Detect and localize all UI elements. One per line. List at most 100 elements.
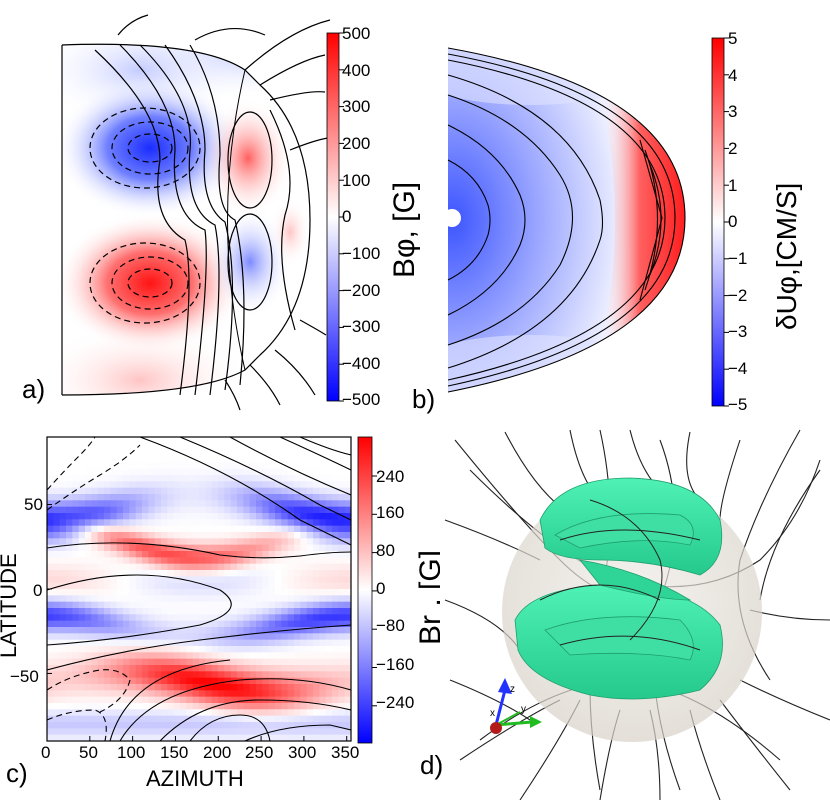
c-heatmap-cell <box>129 481 137 489</box>
c-heatmap-cell <box>91 589 99 596</box>
c-heatmap-cell <box>268 538 276 546</box>
c-heatmap-cell <box>59 671 67 679</box>
c-heatmap-cell <box>344 437 351 444</box>
c-heatmap-cell <box>97 684 105 691</box>
c-heatmap-cell <box>287 500 295 508</box>
c-cbar-tick: −80 <box>376 616 405 635</box>
c-heatmap-cell <box>186 576 194 584</box>
c-heatmap-cell <box>85 671 92 679</box>
c-heatmap-cell <box>161 570 168 577</box>
c-heatmap-cell <box>211 627 219 634</box>
c-heatmap-cell <box>294 658 301 666</box>
c-heatmap-cell <box>53 652 61 660</box>
c-heatmap-cell <box>199 513 206 520</box>
c-heatmap-cell <box>325 690 333 698</box>
c-heatmap-cell <box>116 481 124 489</box>
c-heatmap-cell <box>338 646 346 653</box>
c-heatmap-cell <box>116 557 124 565</box>
c-heatmap-cell <box>154 551 162 558</box>
c-heatmap-cell <box>249 481 257 489</box>
c-heatmap-cell <box>129 532 137 539</box>
c-heatmap-cell <box>275 500 282 508</box>
c-heatmap-cell <box>243 437 251 444</box>
c-heatmap-cell <box>142 601 149 609</box>
c-heatmap-cell <box>104 544 111 552</box>
c-heatmap-cell <box>230 589 238 596</box>
c-heatmap-cell <box>78 684 86 691</box>
c-heatmap-cell <box>59 551 67 558</box>
c-heatmap-cell <box>287 532 295 539</box>
c-heatmap-cell <box>218 570 225 577</box>
c-heatmap-cell <box>66 665 73 672</box>
c-heatmap-cell <box>205 443 213 451</box>
c-heatmap-cell <box>173 627 181 634</box>
c-heatmap-cell <box>97 589 105 596</box>
c-heatmap-cell <box>186 703 194 710</box>
c-heatmap-cell <box>53 481 61 489</box>
c-heatmap-cell <box>167 576 175 584</box>
c-heatmap-cell <box>167 608 175 615</box>
c-heatmap-cell <box>262 620 270 628</box>
c-heatmap-cell <box>85 538 92 546</box>
c-heatmap-cell <box>268 557 276 565</box>
c-heatmap-cell <box>249 608 257 615</box>
c-heatmap-cell <box>325 696 333 704</box>
c-heatmap-cell <box>78 538 86 546</box>
a-cbar-tick: 100 <box>342 171 370 190</box>
c-heatmap-cell <box>205 532 213 539</box>
c-heatmap-cell <box>306 614 314 622</box>
c-heatmap-cell <box>237 639 244 647</box>
c-heatmap-cell <box>66 690 73 698</box>
c-heatmap-cell <box>66 481 73 489</box>
c-heatmap-cell <box>344 563 351 571</box>
c-heatmap-cell <box>116 608 124 615</box>
c-heatmap-cell <box>243 722 251 729</box>
c-heatmap-cell <box>66 532 73 539</box>
c-heatmap-cell <box>142 437 149 444</box>
c-heatmap-cell <box>154 703 162 710</box>
c-heatmap-cell <box>161 456 168 463</box>
panel-b-tag: b) <box>412 384 435 414</box>
c-heatmap-cell <box>161 595 168 603</box>
c-heatmap-cell <box>129 589 137 596</box>
c-heatmap-cell <box>237 728 244 736</box>
c-heatmap-cell <box>104 525 111 533</box>
c-heatmap-cell <box>97 614 105 622</box>
panel-c-tag: c) <box>6 758 28 788</box>
c-heatmap-cell <box>78 589 86 596</box>
c-heatmap-cell <box>230 570 238 577</box>
c-heatmap-cell <box>256 538 263 546</box>
c-heatmap-cell <box>224 525 232 533</box>
c-heatmap-cell <box>325 595 333 603</box>
c-heatmap-cell <box>161 525 168 533</box>
c-heatmap-cell <box>97 677 105 685</box>
c-heatmap-cell <box>332 709 339 717</box>
c-heatmap-cell <box>268 449 276 457</box>
c-heatmap-cell <box>287 481 295 489</box>
c-heatmap-cell <box>211 544 219 552</box>
c-heatmap-cell <box>294 475 301 482</box>
c-heatmap-cell <box>294 532 301 539</box>
c-heatmap-cell <box>135 443 143 451</box>
c-heatmap-cell <box>300 627 308 634</box>
c-heatmap-cell <box>313 646 320 653</box>
c-heatmap-cell <box>268 582 276 590</box>
c-heatmap-cell <box>338 652 346 660</box>
c-heatmap-cell <box>47 690 54 698</box>
c-heatmap-cell <box>154 658 162 666</box>
c-heatmap-cell <box>332 671 339 679</box>
c-heatmap-cell <box>256 627 263 634</box>
c-heatmap-cell <box>142 652 149 660</box>
c-heatmap-cell <box>205 475 213 482</box>
c-x-tick: 100 <box>117 743 145 762</box>
c-heatmap-cell <box>294 601 301 609</box>
c-heatmap-cell <box>344 677 351 685</box>
c-heatmap-cell <box>281 614 289 622</box>
c-heatmap-cell <box>72 709 80 717</box>
c-heatmap-cell <box>167 437 175 444</box>
c-heatmap-cell <box>205 595 213 603</box>
c-heatmap-cell <box>332 544 339 552</box>
c-heatmap-cell <box>230 728 238 736</box>
c-heatmap-cell <box>344 475 351 482</box>
c-heatmap-cell <box>281 684 289 691</box>
